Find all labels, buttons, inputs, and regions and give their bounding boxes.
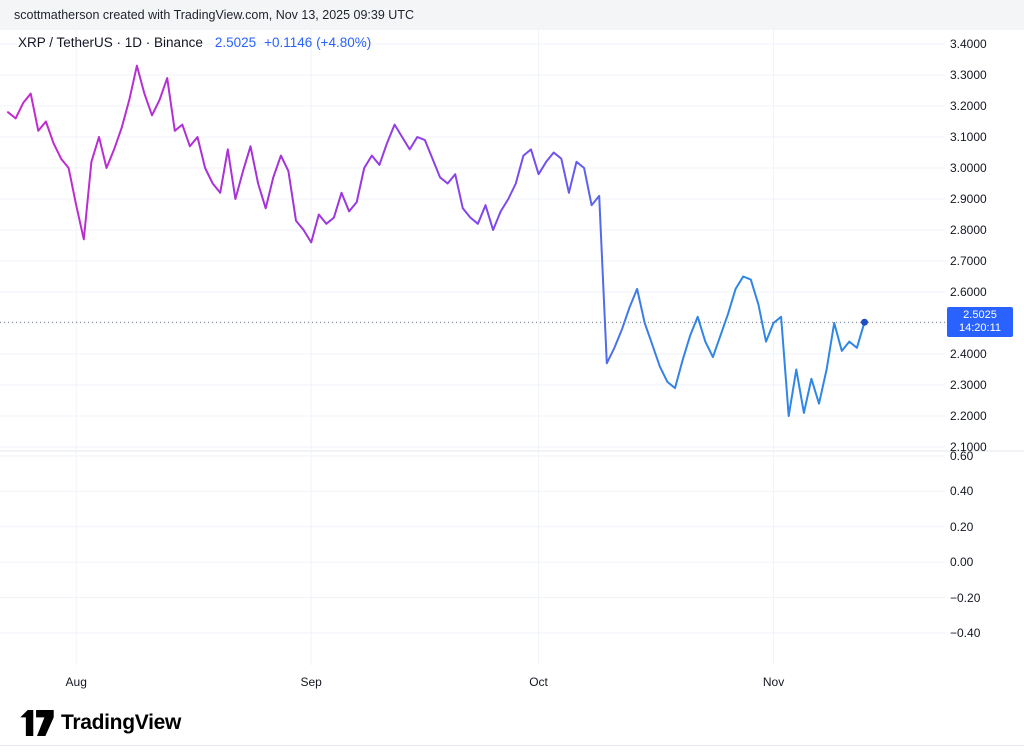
price-tick-label: 3.4000 bbox=[950, 37, 987, 51]
price-tick-label: 3.1000 bbox=[950, 130, 987, 144]
time-tick-label: Aug bbox=[65, 675, 87, 689]
indicator-tick-label: −0.20 bbox=[950, 590, 981, 605]
attribution-text: scottmatherson created with TradingView.… bbox=[14, 8, 414, 22]
time-tick-label: Nov bbox=[762, 675, 785, 689]
price-tick-label: 2.8000 bbox=[950, 223, 987, 237]
time-tick-label: Sep bbox=[300, 675, 322, 689]
price-tick-label: 2.9000 bbox=[950, 192, 987, 206]
price-line-series bbox=[7, 64, 866, 417]
price-tick-label: 2.6000 bbox=[950, 285, 987, 299]
price-tick-label: 2.3000 bbox=[950, 378, 987, 392]
symbol-title: XRP / TetherUS · 1D · Binance bbox=[18, 35, 203, 50]
last-price-dot bbox=[861, 318, 868, 326]
price-tick-label: 2.7000 bbox=[950, 254, 987, 268]
badge-countdown: 14:20:11 bbox=[958, 322, 1001, 335]
chart-legend: XRP / TetherUS · 1D · Binance 2.5025 +0.… bbox=[18, 35, 379, 50]
footer: TradingView bbox=[0, 700, 1024, 754]
price-tick-label: 3.3000 bbox=[950, 68, 987, 82]
price-tick-label: 2.4000 bbox=[950, 347, 987, 361]
badge-price: 2.5025 bbox=[963, 309, 997, 322]
price-tick-label: 2.2000 bbox=[950, 409, 987, 423]
indicator-tick-label: −0.40 bbox=[950, 626, 981, 640]
price-change-value: +0.1146 (+4.80%) bbox=[264, 35, 372, 50]
indicator-tick-label: 0.00 bbox=[950, 555, 974, 570]
brand-name: TradingView bbox=[61, 711, 182, 734]
indicator-tick-label: 0.40 bbox=[950, 484, 974, 499]
price-tick-label: 3.2000 bbox=[950, 99, 987, 113]
time-tick-label: Oct bbox=[529, 675, 548, 689]
indicator-tick-label: 0.20 bbox=[950, 519, 974, 534]
indicator-tick-label: 0.60 bbox=[950, 449, 974, 463]
tradingview-mark-icon bbox=[20, 710, 54, 736]
footer-divider bbox=[0, 745, 1024, 746]
chart-area: XRP / TetherUS · 1D · Binance 2.5025 +0.… bbox=[0, 30, 1024, 700]
last-price-value: 2.5025 bbox=[214, 35, 257, 50]
price-tick-label: 2.1000 bbox=[950, 440, 987, 454]
price-tick-label: 3.0000 bbox=[950, 161, 987, 175]
price-chart-canvas bbox=[0, 30, 1024, 665]
current-price-badge: 2.5025 14:20:11 bbox=[947, 307, 1013, 338]
attribution-bar: scottmatherson created with TradingView.… bbox=[0, 0, 1024, 30]
tradingview-logo[interactable]: TradingView bbox=[20, 710, 181, 736]
